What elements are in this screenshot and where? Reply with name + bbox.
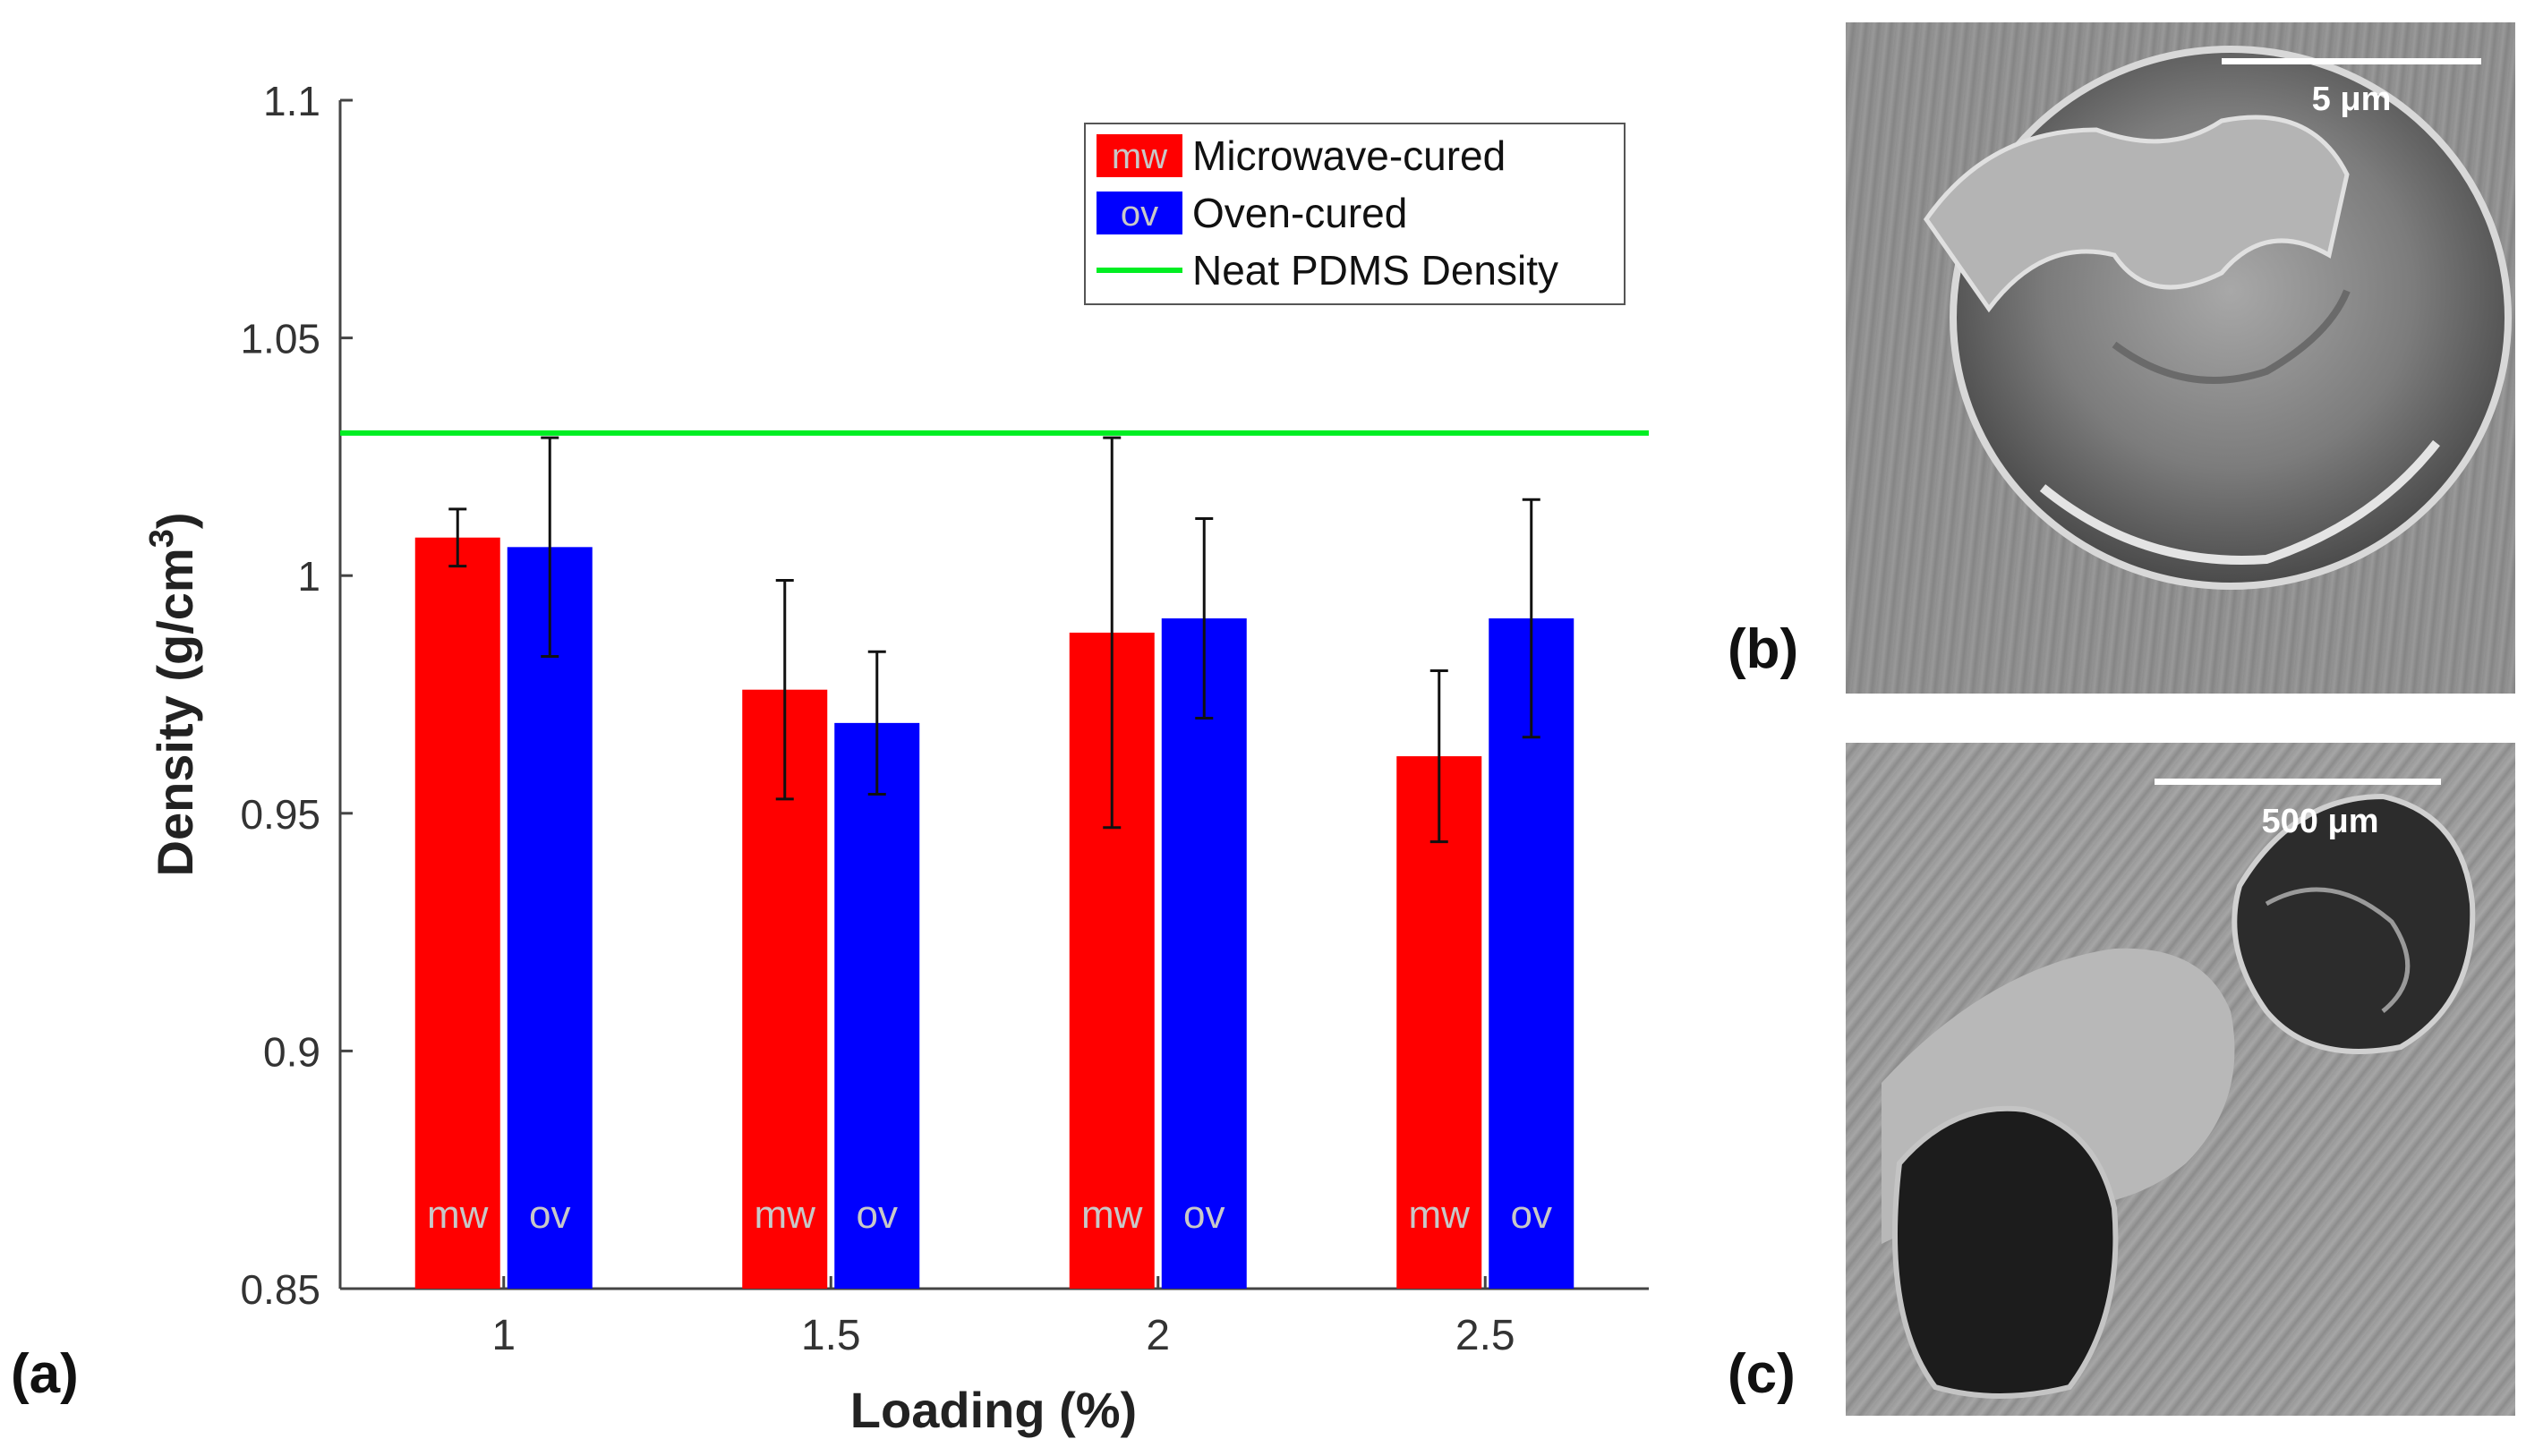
bar-mw-2.5 (1396, 756, 1482, 1289)
sem-c-scale-bar-label: 500 μm (2262, 803, 2379, 840)
legend-entry-neat-pdms: Neat PDMS Density (1192, 247, 1558, 294)
x-tick-label: 1.5 (801, 1312, 861, 1359)
sem-c-pores-graphic: 500 μm (1882, 779, 2476, 1399)
sem-image-c: 500 μm (1846, 743, 2515, 1416)
y-tick-label: 0.9 (263, 1028, 320, 1075)
panel-c-label: (c) (1728, 1343, 1796, 1405)
panel-a-label: (a) (11, 1343, 79, 1405)
y-tick-label: 1.05 (240, 316, 320, 362)
bar-tag-mw: mw (1081, 1193, 1143, 1237)
bar-ov-2 (1161, 618, 1247, 1289)
bar-tag-ov: ov (529, 1193, 570, 1237)
x-tick-label: 1 (491, 1312, 516, 1359)
bar-tag-ov: ov (1183, 1193, 1225, 1237)
legend-swatch-microwave-tag: mw (1112, 137, 1167, 176)
legend-swatch-oven-tag: ov (1121, 194, 1158, 234)
y-tick-label: 0.95 (240, 791, 320, 838)
bar-tag-mw: mw (1409, 1193, 1471, 1237)
sem-b-scale-bar-label: 5 μm (2312, 81, 2392, 118)
bar-tag-ov: ov (857, 1193, 898, 1237)
x-axis-label: Loading (%) (850, 1382, 1137, 1438)
bar-ov-1 (507, 547, 593, 1289)
sem-b-pore-graphic: 5 μm (1923, 46, 2512, 590)
y-tick-label: 1 (297, 553, 320, 600)
legend-entry-oven-cured: Oven-cured (1192, 190, 1407, 236)
legend: mw Microwave-cured ov Oven-cured Neat PD… (1084, 123, 1626, 305)
legend-swatch-microwave (1097, 134, 1182, 177)
y-tick-label: 0.85 (240, 1266, 320, 1313)
y-tick-label: 1.1 (263, 78, 320, 124)
x-tick-label: 2.5 (1455, 1312, 1515, 1359)
legend-entry-microwave-cured: Microwave-cured (1192, 132, 1506, 179)
legend-swatch-oven (1097, 192, 1182, 234)
bar-tag-ov: ov (1511, 1193, 1552, 1237)
y-axis-label: Density (g/cm3) (143, 513, 203, 877)
x-tick-label: 2 (1146, 1312, 1170, 1359)
bar-tag-mw: mw (427, 1193, 489, 1237)
bar-tag-mw: mw (755, 1193, 816, 1237)
bar-ov-1.5 (834, 722, 920, 1289)
bar-mw-1 (414, 537, 500, 1289)
panel-b-label: (b) (1728, 618, 1799, 680)
sem-image-b: 5 μm (1846, 22, 2515, 694)
